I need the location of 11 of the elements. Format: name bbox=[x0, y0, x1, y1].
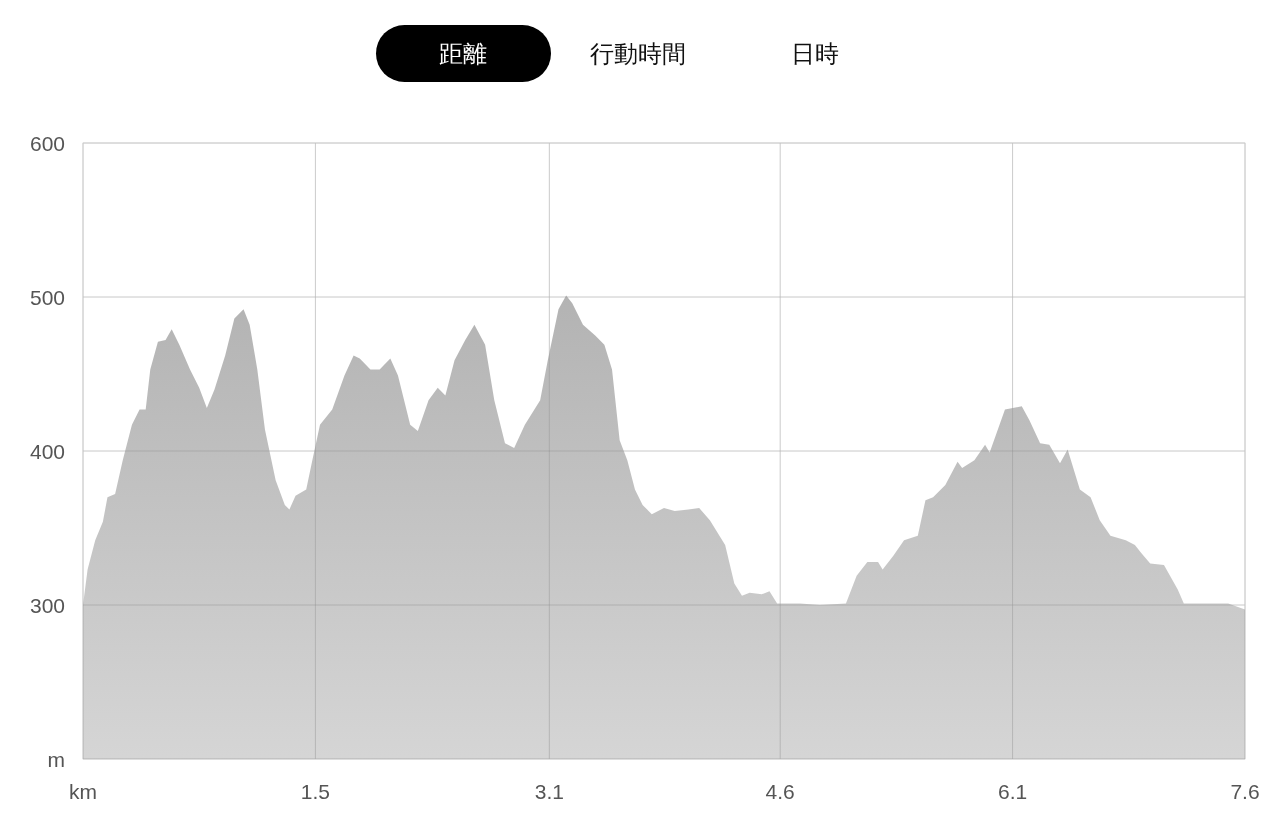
x-tick-label: 1.5 bbox=[300, 780, 330, 803]
y-tick-label: 300 bbox=[29, 594, 65, 617]
x-tick-label: 3.1 bbox=[534, 780, 564, 803]
x-tick-label: km bbox=[69, 780, 97, 803]
y-tick-label: 500 bbox=[29, 286, 65, 309]
x-tick-label: 7.6 bbox=[1230, 780, 1260, 803]
y-tick-label: m bbox=[47, 748, 65, 771]
y-tick-label: 400 bbox=[29, 440, 65, 463]
x-tick-label: 6.1 bbox=[998, 780, 1028, 803]
y-tick-label: 600 bbox=[29, 132, 65, 155]
x-tick-label: 4.6 bbox=[765, 780, 795, 803]
